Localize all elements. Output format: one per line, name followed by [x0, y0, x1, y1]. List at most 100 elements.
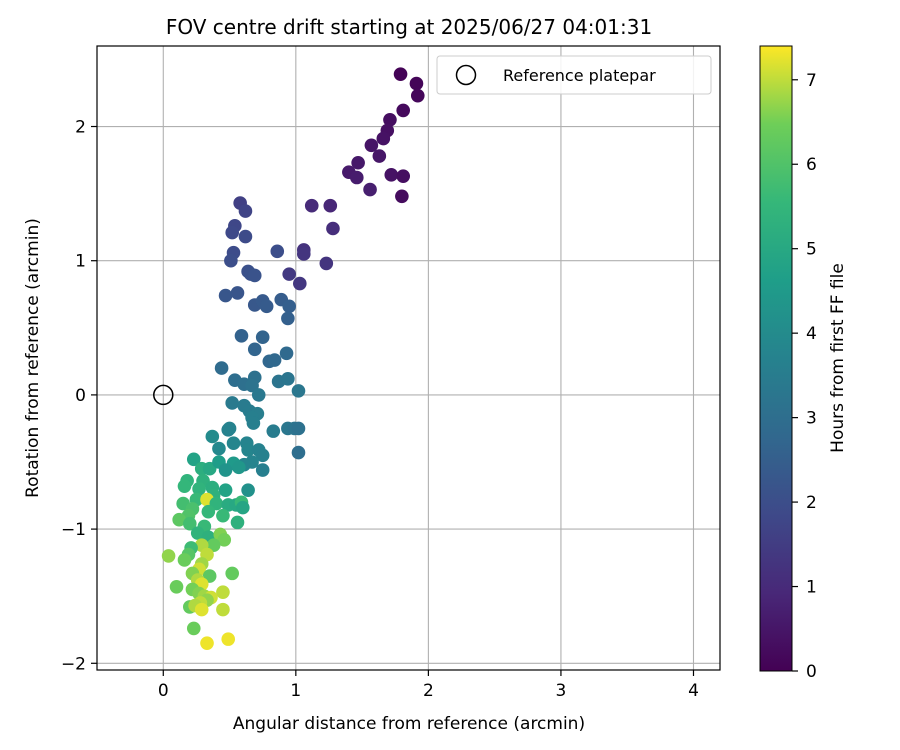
data-point: [216, 508, 230, 523]
data-point: [182, 516, 197, 531]
data-point: [350, 170, 364, 185]
data-point: [222, 421, 237, 436]
colorbar-tick-label: 2: [806, 493, 817, 513]
data-point: [241, 483, 255, 497]
data-point: [205, 429, 220, 444]
plot-frame: [96, 45, 721, 671]
data-point: [364, 138, 379, 153]
data-point: [247, 342, 262, 357]
legend-marker-icon: [455, 64, 477, 86]
data-point: [225, 225, 240, 240]
data-point: [270, 244, 285, 259]
x-tick-label: 4: [688, 681, 699, 701]
data-point: [225, 566, 240, 581]
data-point: [282, 299, 297, 314]
data-point: [201, 504, 216, 519]
data-point: [177, 479, 192, 493]
data-point: [255, 463, 270, 477]
colorbar-tick-label: 6: [806, 155, 817, 175]
colorbar: 0 1 2 3 4 5 6 7 Hours from first FF file: [759, 45, 848, 682]
data-point: [218, 288, 233, 303]
data-point: [363, 182, 377, 197]
data-point: [186, 452, 201, 467]
y-axis-label: Rotation from reference (arcmin): [23, 218, 43, 498]
colorbar-tick-label: 3: [806, 409, 817, 429]
data-point: [221, 632, 236, 646]
legend-box: [436, 55, 712, 95]
data-point: [393, 67, 408, 81]
data-point: [236, 500, 250, 515]
data-point: [169, 580, 184, 594]
data-point: [281, 311, 295, 326]
y-tick-label: 0: [75, 386, 86, 406]
data-point: [267, 353, 282, 367]
data-point: [255, 448, 270, 463]
data-point: [212, 441, 226, 456]
data-point: [230, 286, 245, 300]
data-point: [410, 88, 425, 103]
data-point: [225, 396, 240, 410]
x-tick-label: 2: [423, 681, 434, 701]
legend-label-reference: Reference platepar: [503, 66, 656, 85]
data-point: [224, 253, 238, 268]
colorbar-tick-label: 5: [806, 240, 817, 260]
data-point: [279, 346, 294, 361]
y-tick-label: −2: [61, 654, 86, 674]
colorbar-tick-label: 1: [806, 578, 817, 598]
data-point: [245, 378, 259, 393]
x-axis-label: Angular distance from reference (arcmin): [233, 714, 585, 734]
data-point: [396, 169, 410, 183]
data-point: [396, 103, 410, 118]
data-point: [266, 424, 281, 438]
data-point: [291, 445, 306, 460]
x-axis-ticks: 0 1 2 3 4: [158, 670, 699, 701]
data-point: [238, 229, 253, 244]
data-point: [214, 361, 229, 375]
data-point: [218, 463, 233, 477]
colorbar-tick-label: 4: [806, 324, 817, 344]
data-point: [372, 149, 387, 163]
data-point: [238, 204, 253, 218]
x-tick-label: 1: [290, 681, 301, 701]
data-point: [251, 388, 266, 402]
colorbar-tick-label: 0: [806, 662, 817, 682]
data-point: [217, 533, 232, 547]
data-point: [206, 538, 221, 552]
data-point: [216, 585, 230, 599]
colorbar-gradient: [759, 45, 793, 672]
data-point: [177, 553, 192, 567]
data-point: [409, 76, 424, 91]
data-point: [384, 168, 399, 182]
data-point: [383, 113, 397, 127]
data-point: [194, 602, 209, 617]
data-point: [376, 131, 391, 146]
data-point: [282, 267, 297, 281]
data-point: [319, 256, 334, 271]
data-point: [291, 421, 306, 436]
data-point: [216, 602, 230, 617]
colorbar-tick-label: 7: [806, 71, 817, 91]
data-point: [230, 515, 245, 530]
data-point: [293, 276, 307, 291]
data-point: [234, 329, 249, 343]
x-tick-label: 0: [158, 681, 169, 701]
data-point: [190, 526, 205, 540]
y-tick-label: −1: [61, 520, 86, 540]
data-point: [186, 621, 201, 636]
data-point: [218, 483, 233, 497]
colorbar-label: Hours from first FF file: [828, 263, 848, 453]
data-point: [247, 268, 262, 283]
colorbar-ticks: 0 1 2 3 4 5 6 7: [792, 71, 817, 682]
y-axis-ticks: −2 −1 0 1 2: [61, 118, 97, 674]
data-point: [232, 460, 246, 475]
data-point: [281, 372, 295, 386]
data-point: [200, 636, 214, 650]
data-point: [326, 221, 340, 236]
data-points: [161, 67, 425, 650]
x-tick-label: 3: [556, 681, 567, 701]
data-point: [241, 443, 255, 457]
data-point: [323, 198, 338, 213]
legend: Reference platepar: [436, 55, 712, 95]
data-point: [291, 384, 306, 398]
